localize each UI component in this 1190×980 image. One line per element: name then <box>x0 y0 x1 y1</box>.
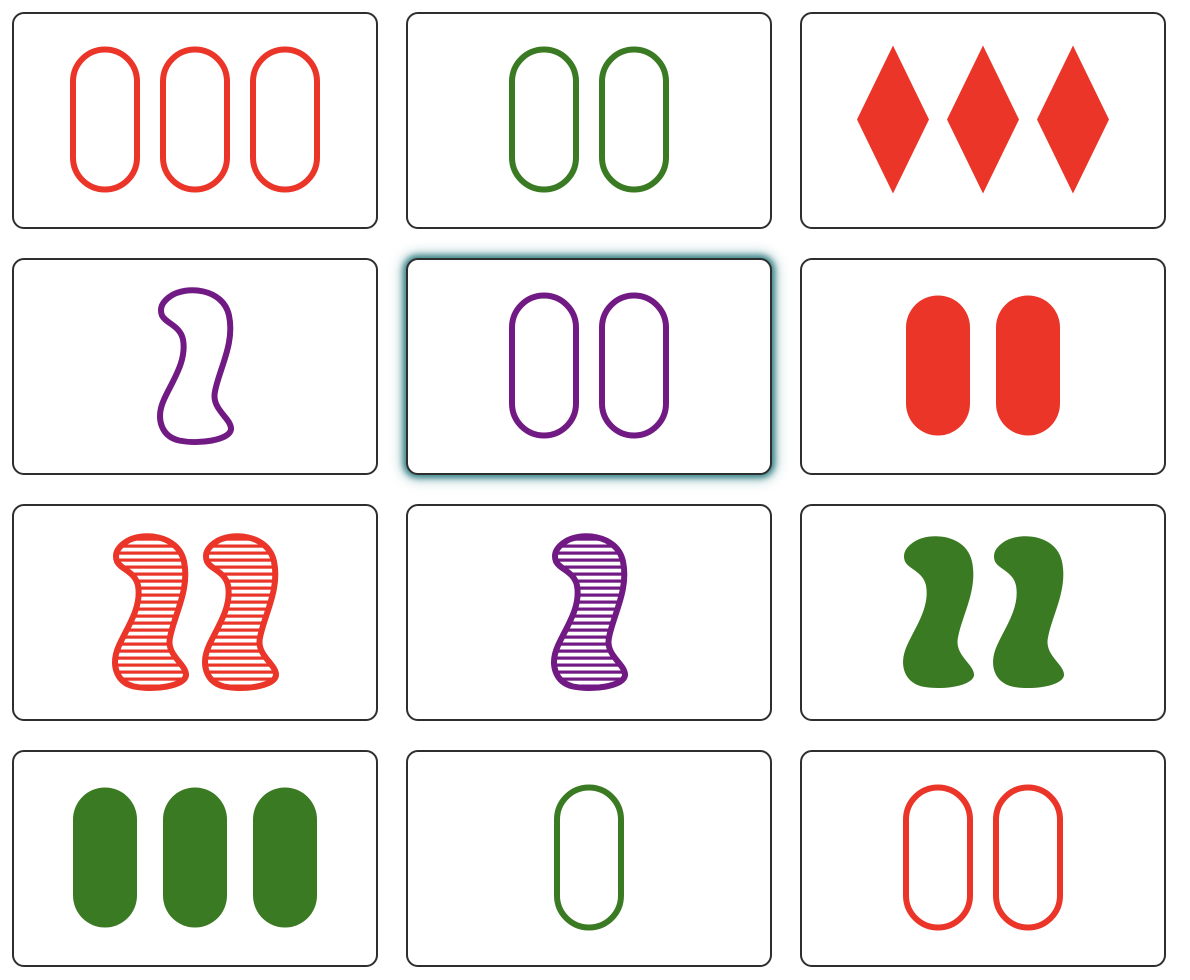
diamond-red-solid-icon <box>947 45 1019 194</box>
card-4[interactable] <box>12 258 378 475</box>
oval-red-solid-icon <box>906 295 970 436</box>
card-symbols <box>112 533 279 692</box>
oval-green-empty-icon <box>509 46 579 193</box>
card-7[interactable] <box>12 504 378 721</box>
card-2[interactable] <box>406 12 772 229</box>
card-8[interactable] <box>406 504 772 721</box>
card-11[interactable] <box>406 750 772 967</box>
oval-red-empty-icon <box>160 46 230 193</box>
card-3[interactable] <box>800 12 1166 229</box>
card-symbols <box>551 533 628 692</box>
oval-green-empty-icon <box>599 46 669 193</box>
card-symbols <box>509 292 669 439</box>
card-symbols <box>903 536 1065 689</box>
card-symbols <box>509 46 669 193</box>
card-5[interactable] <box>406 258 772 475</box>
oval-green-solid-icon <box>73 787 137 928</box>
oval-red-empty-icon <box>903 784 973 931</box>
oval-purple-empty-icon <box>509 292 579 439</box>
card-symbols <box>903 784 1063 931</box>
card-symbols <box>554 784 624 931</box>
card-symbols <box>157 287 234 446</box>
oval-red-empty-icon <box>993 784 1063 931</box>
card-symbols <box>906 295 1060 436</box>
squiggle-green-solid-icon <box>993 536 1065 689</box>
card-10[interactable] <box>12 750 378 967</box>
card-12[interactable] <box>800 750 1166 967</box>
oval-green-empty-icon <box>554 784 624 931</box>
oval-green-solid-icon <box>163 787 227 928</box>
card-symbols <box>857 45 1109 194</box>
card-symbols <box>73 787 317 928</box>
oval-green-solid-icon <box>253 787 317 928</box>
card-6[interactable] <box>800 258 1166 475</box>
squiggle-purple-striped-icon <box>551 533 628 692</box>
card-9[interactable] <box>800 504 1166 721</box>
oval-purple-empty-icon <box>599 292 669 439</box>
oval-red-solid-icon <box>996 295 1060 436</box>
squiggle-red-striped-icon <box>112 533 189 692</box>
diamond-red-solid-icon <box>1037 45 1109 194</box>
card-1[interactable] <box>12 12 378 229</box>
diamond-red-solid-icon <box>857 45 929 194</box>
squiggle-red-striped-icon <box>202 533 279 692</box>
oval-red-empty-icon <box>70 46 140 193</box>
squiggle-purple-empty-icon <box>157 287 234 446</box>
squiggle-green-solid-icon <box>903 536 975 689</box>
card-symbols <box>70 46 320 193</box>
oval-red-empty-icon <box>250 46 320 193</box>
